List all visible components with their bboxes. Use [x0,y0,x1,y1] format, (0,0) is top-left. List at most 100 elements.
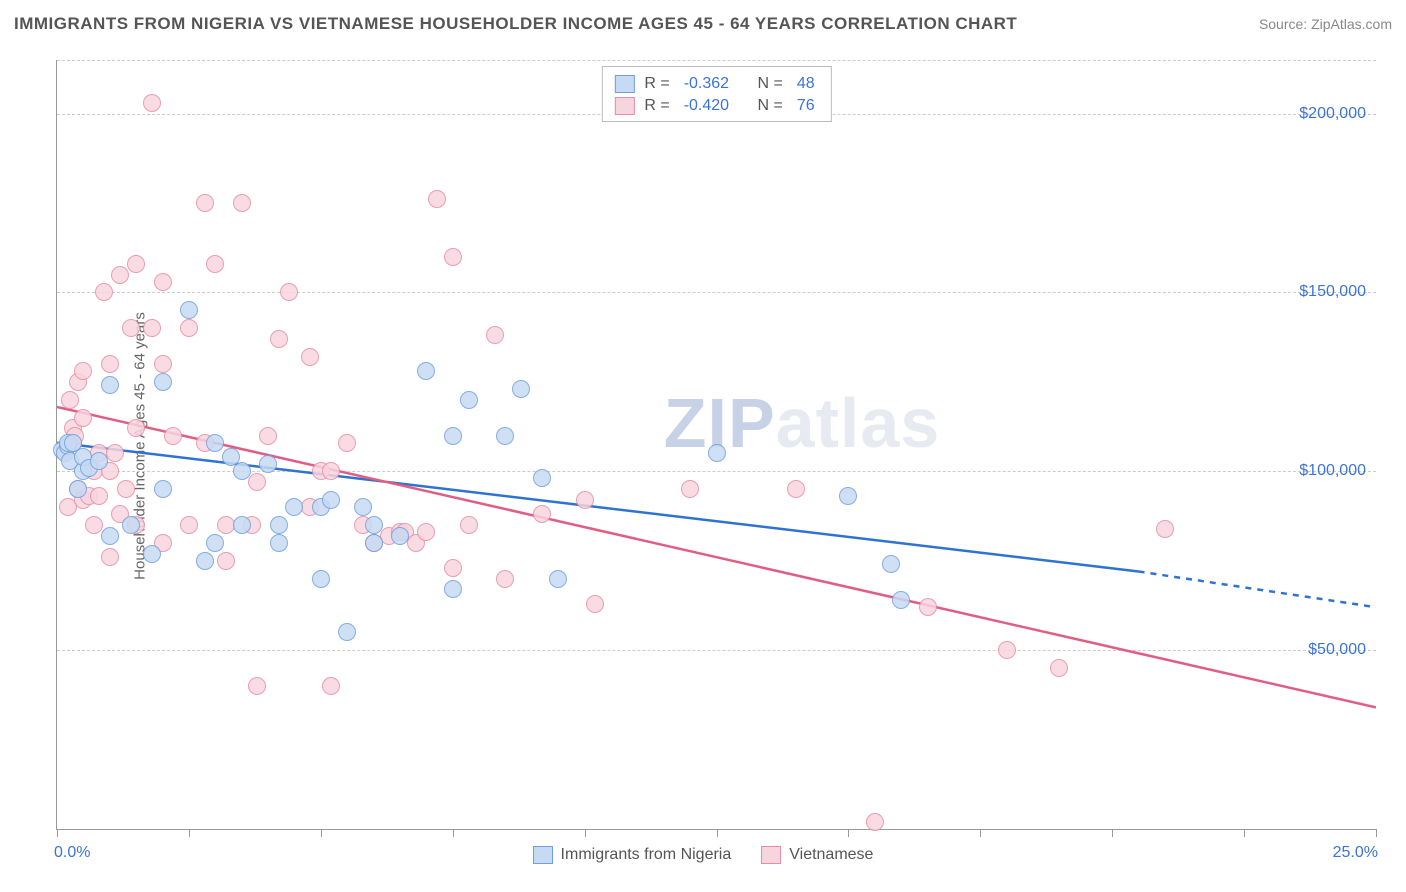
data-point [322,462,340,480]
data-point [248,473,266,491]
data-point [106,444,124,462]
data-point [322,677,340,695]
data-point [259,427,277,445]
n-label: N = [758,95,783,117]
data-point [919,598,937,616]
data-point [233,462,251,480]
r-label: R = [644,95,669,117]
n-label: N = [758,73,783,95]
data-point [428,190,446,208]
data-point [101,355,119,373]
swatch-icon [761,846,781,864]
data-point [549,570,567,588]
data-point [365,534,383,552]
data-point [196,552,214,570]
data-point [270,330,288,348]
data-point [417,523,435,541]
legend-label: Vietnamese [789,846,873,864]
data-point [444,559,462,577]
data-point [586,595,604,613]
r-value: -0.420 [684,95,729,117]
data-point [143,319,161,337]
data-point [233,194,251,212]
data-point [354,498,372,516]
data-point [74,362,92,380]
legend-item-vietnamese: Vietnamese [761,846,873,864]
r-value: -0.362 [684,73,729,95]
data-point [154,480,172,498]
data-point [866,813,884,831]
source-label: Source: ZipAtlas.com [1259,16,1392,32]
data-point [90,487,108,505]
data-point [882,555,900,573]
data-point [496,570,514,588]
data-point [496,427,514,445]
data-point [154,373,172,391]
data-point [576,491,594,509]
data-point [164,427,182,445]
data-point [322,491,340,509]
data-point [444,248,462,266]
data-point [69,480,87,498]
data-point [206,534,224,552]
data-point [74,409,92,427]
data-point [248,677,266,695]
data-point [122,319,140,337]
series-legend: Immigrants from Nigeria Vietnamese [0,846,1406,864]
r-label: R = [644,73,669,95]
data-point [61,391,79,409]
data-point [280,283,298,301]
data-point [1050,659,1068,677]
data-point [233,516,251,534]
data-point [196,194,214,212]
data-point [839,487,857,505]
data-point [533,505,551,523]
data-point [787,480,805,498]
data-point [444,580,462,598]
data-point [391,527,409,545]
data-point [338,623,356,641]
data-point [127,255,145,273]
data-point [101,527,119,545]
data-point [301,348,319,366]
data-point [486,326,504,344]
data-point [285,498,303,516]
data-point [85,516,103,534]
data-point [127,419,145,437]
data-point [460,516,478,534]
data-point [180,301,198,319]
data-point [259,455,277,473]
data-point [681,480,699,498]
data-point [180,516,198,534]
data-point [270,534,288,552]
data-point [95,283,113,301]
data-point [444,427,462,445]
data-point [143,545,161,563]
data-point [512,380,530,398]
data-point [217,552,235,570]
data-point [1156,520,1174,538]
data-point [892,591,910,609]
data-point [117,480,135,498]
n-value: 48 [797,73,815,95]
data-point [90,452,108,470]
data-point [111,266,129,284]
data-point [417,362,435,380]
legend-label: Immigrants from Nigeria [561,846,732,864]
data-point [101,548,119,566]
legend-item-nigeria: Immigrants from Nigeria [533,846,732,864]
data-point [533,469,551,487]
data-point [365,516,383,534]
correlation-legend-box: R = -0.362 N = 48 R = -0.420 N = 76 [601,66,831,122]
data-point [101,376,119,394]
swatch-icon [533,846,553,864]
data-point [154,355,172,373]
data-point [143,94,161,112]
data-point [122,516,140,534]
scatter-points [57,60,1376,829]
data-point [312,570,330,588]
data-point [206,255,224,273]
legend-row-nigeria: R = -0.362 N = 48 [614,73,818,95]
data-point [180,319,198,337]
data-point [270,516,288,534]
